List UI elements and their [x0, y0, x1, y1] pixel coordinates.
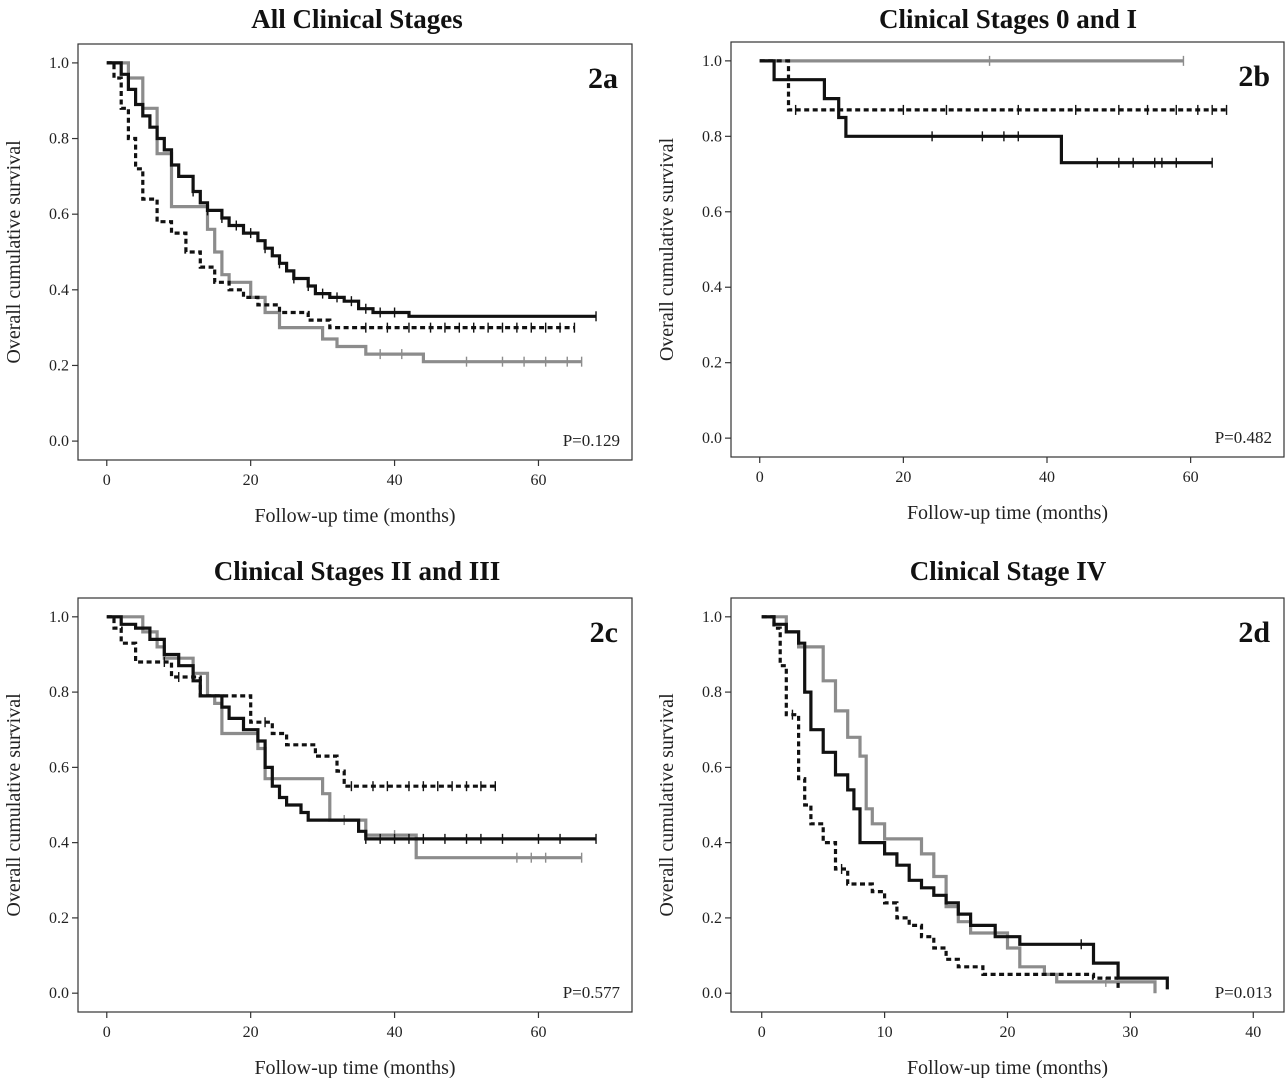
- panel-2d: Clinical Stage IV 0.0 0.2 0.4 0.6 0.8 1.0 0 10 20…: [656, 556, 1285, 1078]
- survival-curve-solid: [106, 61, 596, 318]
- x-tick-label: 0: [103, 1024, 111, 1041]
- y-tick-label: 0.0: [49, 985, 69, 1002]
- y-tick-label: 0.2: [702, 910, 722, 927]
- y-tick-label: 0.4: [702, 835, 722, 852]
- y-tick-label: 0.4: [49, 282, 69, 299]
- survival-curve-gray: [761, 615, 1157, 994]
- y-tick-label: 0.8: [49, 131, 69, 148]
- x-tick-label: 60: [530, 1024, 546, 1041]
- p-value: P=0.129: [563, 431, 620, 450]
- survival-curve-dotted: [761, 615, 1120, 990]
- y-tick-label: 1.0: [49, 609, 69, 626]
- panel-label: 2a: [588, 62, 618, 95]
- panel-2a: All Clinical Stages 0.0 0.2 0.4 0.6 0.8 1.0 0 20…: [3, 4, 633, 527]
- x-tick-label: 20: [243, 1024, 259, 1041]
- y-tick-label: 0.0: [49, 433, 69, 450]
- panel-label: 2d: [1238, 616, 1270, 649]
- survival-curve-dotted: [106, 61, 575, 330]
- x-tick-label: 40: [1245, 1024, 1261, 1041]
- chart-title: Clinical Stages II and III: [214, 556, 501, 586]
- x-axis-label: Follow-up time (months): [254, 1057, 455, 1078]
- panel-2b: Clinical Stages 0 and I 0.0 0.2 0.4 0.6 0.8 1.…: [656, 4, 1285, 524]
- plot-frame: [77, 597, 633, 1013]
- y-tick-label: 1.0: [702, 609, 722, 626]
- chart-title: Clinical Stage IV: [910, 556, 1107, 586]
- x-tick-label: 40: [387, 1024, 403, 1041]
- x-tick-label: 10: [877, 1024, 893, 1041]
- x-tick-label: 60: [530, 472, 546, 489]
- p-value: P=0.013: [1215, 983, 1272, 1002]
- y-tick-label: 0.6: [49, 759, 69, 776]
- survival-curve-solid: [761, 615, 1169, 990]
- plot-frame: [77, 43, 633, 461]
- y-tick-label: 0.4: [49, 835, 69, 852]
- x-tick-label: 0: [756, 469, 764, 486]
- x-axis-label: Follow-up time (months): [907, 502, 1108, 524]
- y-tick-label: 1.0: [49, 55, 69, 72]
- y-tick-label: 0.6: [702, 759, 722, 776]
- y-tick-label: 0.0: [702, 985, 722, 1002]
- x-axis-label: Follow-up time (months): [254, 505, 455, 527]
- panel-label: 2b: [1238, 60, 1270, 93]
- y-axis-label: Overall cumulative survival: [656, 693, 678, 917]
- y-tick-label: 0.6: [702, 204, 722, 221]
- y-tick-label: 0.8: [702, 128, 722, 145]
- x-tick-label: 20: [895, 469, 911, 486]
- y-tick-label: 0.8: [702, 684, 722, 701]
- x-tick-label: 0: [758, 1024, 766, 1041]
- y-tick-label: 0.2: [49, 357, 69, 374]
- survival-curve-dotted: [759, 59, 1227, 112]
- x-tick-label: 60: [1183, 469, 1199, 486]
- p-value: P=0.577: [563, 983, 621, 1002]
- y-tick-label: 1.0: [702, 53, 722, 70]
- chart-title: All Clinical Stages: [251, 4, 463, 34]
- y-axis-label: Overall cumulative survival: [656, 137, 678, 361]
- survival-curve-solid: [759, 59, 1213, 165]
- x-axis-label: Follow-up time (months): [907, 1057, 1108, 1078]
- x-tick-label: 0: [103, 472, 111, 489]
- survival-curve-solid: [106, 615, 596, 841]
- panel-label: 2c: [590, 616, 618, 649]
- y-tick-label: 0.8: [49, 684, 69, 701]
- y-axis-label: Overall cumulative survival: [3, 140, 25, 364]
- x-tick-label: 40: [387, 472, 403, 489]
- x-tick-label: 40: [1039, 469, 1055, 486]
- chart-title: Clinical Stages 0 and I: [879, 4, 1137, 34]
- y-tick-label: 0.0: [702, 430, 722, 447]
- plot-frame: [730, 41, 1285, 458]
- y-tick-label: 0.2: [49, 910, 69, 927]
- y-tick-label: 0.4: [702, 279, 722, 296]
- y-axis-label: Overall cumulative survival: [3, 693, 25, 917]
- x-tick-label: 30: [1122, 1024, 1138, 1041]
- panel-2c: Clinical Stages II and III 0.0 0.2 0.4 0.6 0.…: [3, 556, 633, 1078]
- p-value: P=0.482: [1215, 428, 1272, 447]
- x-tick-label: 20: [1000, 1024, 1016, 1041]
- plot-frame: [730, 597, 1285, 1013]
- x-tick-label: 20: [243, 472, 259, 489]
- survival-curve-dotted: [106, 615, 496, 788]
- y-tick-label: 0.6: [49, 206, 69, 223]
- y-tick-label: 0.2: [702, 355, 722, 372]
